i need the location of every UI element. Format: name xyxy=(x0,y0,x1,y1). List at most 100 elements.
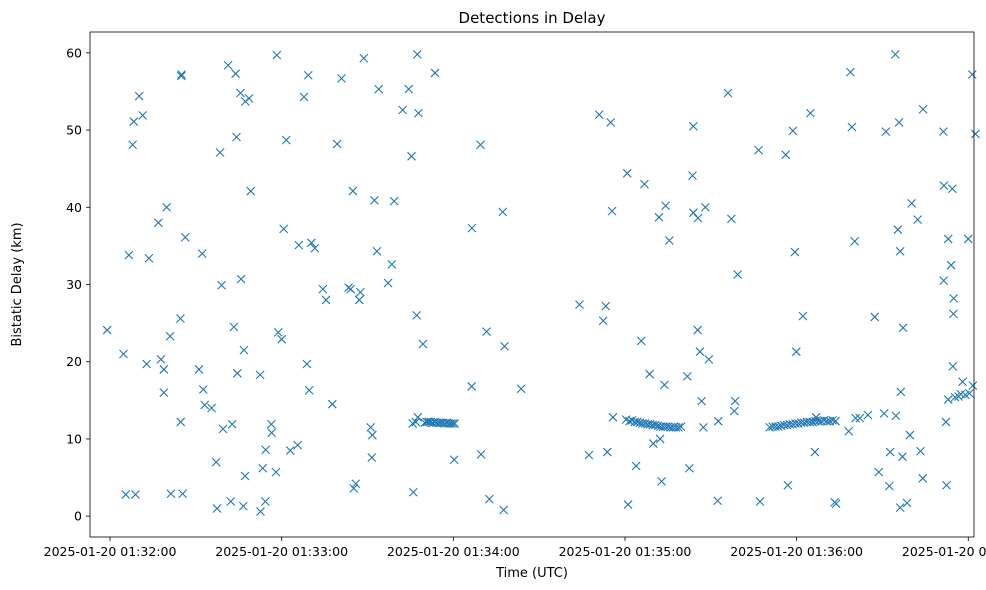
detection-point xyxy=(119,349,128,359)
detection-point xyxy=(408,487,418,497)
y-tick-label: 30 xyxy=(66,277,82,292)
detection-point xyxy=(327,399,337,409)
detection-point xyxy=(704,355,714,364)
detection-point xyxy=(881,127,891,136)
detection-point xyxy=(607,206,617,216)
detection-point xyxy=(176,314,185,323)
detection-point xyxy=(713,496,723,506)
detection-point xyxy=(941,417,951,427)
detection-point xyxy=(684,463,694,473)
detection-point xyxy=(134,91,144,101)
detection-point xyxy=(256,507,265,516)
detection-point xyxy=(332,139,342,149)
detection-point xyxy=(654,212,664,222)
detection-point xyxy=(781,150,791,160)
detection-point xyxy=(631,461,641,471)
detection-point xyxy=(321,295,331,305)
detection-point xyxy=(632,417,642,427)
detection-point xyxy=(895,503,905,513)
detection-point xyxy=(366,422,376,432)
detection-point xyxy=(918,104,928,114)
detection-point xyxy=(676,422,686,431)
detection-point xyxy=(661,201,670,211)
detection-point xyxy=(261,445,271,455)
detection-point xyxy=(907,199,917,208)
y-tick-label: 40 xyxy=(66,200,82,215)
detection-point xyxy=(239,345,249,355)
detection-point xyxy=(349,483,359,493)
detection-point xyxy=(138,111,148,120)
y-axis: 0 10 20 30 40 50 60 xyxy=(66,45,90,524)
detection-point xyxy=(258,463,268,473)
detection-point xyxy=(346,284,356,294)
detection-point xyxy=(949,294,959,303)
detection-point xyxy=(215,148,225,157)
detection-point xyxy=(516,384,526,394)
detection-point xyxy=(783,480,793,490)
detection-point xyxy=(307,238,316,248)
detection-point xyxy=(918,473,928,483)
detection-point xyxy=(467,382,477,391)
detection-point xyxy=(211,457,221,467)
detection-point xyxy=(850,236,860,246)
detection-point xyxy=(398,105,408,115)
detection-point xyxy=(449,455,459,465)
detection-point xyxy=(623,500,633,509)
detection-point xyxy=(958,377,967,387)
detection-point xyxy=(730,396,740,406)
detection-point xyxy=(688,208,698,218)
detection-point xyxy=(131,490,140,499)
detection-point xyxy=(236,274,246,284)
detection-point xyxy=(640,179,649,189)
detection-point xyxy=(863,410,873,420)
detection-point xyxy=(949,309,958,319)
detection-point xyxy=(165,331,175,341)
detection-point xyxy=(805,108,815,118)
detection-point xyxy=(302,359,312,369)
detection-point xyxy=(231,69,241,79)
detection-point xyxy=(674,422,683,432)
detection-point xyxy=(810,447,820,457)
detection-point xyxy=(293,440,303,450)
chart-title: Detections in Delay xyxy=(459,9,606,27)
detection-point xyxy=(124,250,134,260)
detection-point xyxy=(939,181,949,191)
detection-point xyxy=(723,88,733,98)
detection-point xyxy=(121,490,131,499)
detection-point xyxy=(791,347,801,357)
detection-point xyxy=(177,70,186,79)
detection-point xyxy=(299,92,309,102)
detection-point xyxy=(294,240,304,250)
detection-point xyxy=(660,380,669,390)
detection-point xyxy=(895,246,905,256)
y-tick-label: 10 xyxy=(66,431,82,446)
detection-point xyxy=(414,108,423,118)
detection-point xyxy=(885,447,895,457)
detection-point xyxy=(693,325,703,335)
x-tick-label: 2025-01-20 01:37:00 xyxy=(902,544,986,559)
detection-point xyxy=(412,310,422,320)
detection-point xyxy=(939,127,948,136)
detection-point xyxy=(229,322,239,332)
detection-point xyxy=(144,253,154,263)
detection-point xyxy=(733,270,743,279)
x-axis-label: Time (UTC) xyxy=(495,566,568,581)
detection-point xyxy=(622,168,632,178)
detection-point xyxy=(697,396,707,406)
plot-area xyxy=(102,50,980,516)
detection-point xyxy=(355,287,365,297)
detection-point xyxy=(650,420,660,430)
detection-point xyxy=(383,278,393,288)
detection-point xyxy=(584,450,594,460)
detection-point xyxy=(657,477,666,486)
detection-point xyxy=(664,236,674,245)
detection-point xyxy=(273,327,283,337)
detection-point xyxy=(223,60,233,70)
detection-point xyxy=(655,434,665,444)
detection-point xyxy=(413,412,423,422)
detection-point xyxy=(255,370,265,380)
detection-point xyxy=(277,334,287,344)
detection-point xyxy=(946,260,956,270)
x-axis: 2025-01-20 01:32:00 2025-01-20 01:33:00 20… xyxy=(44,537,986,559)
